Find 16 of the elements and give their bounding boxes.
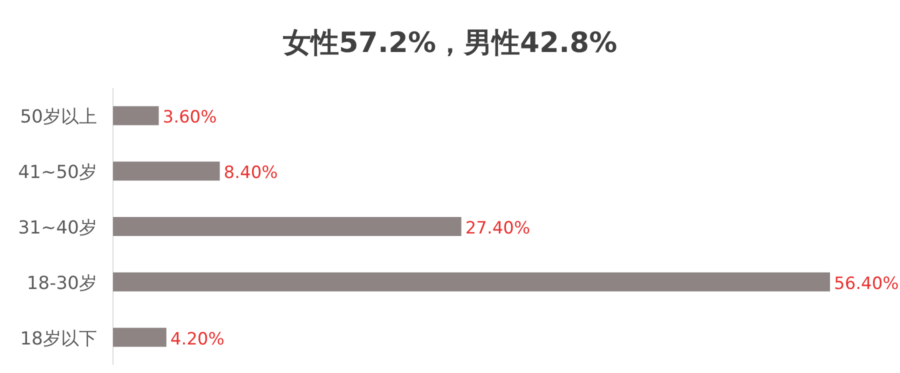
bar: [113, 106, 159, 126]
y-tick-label: 31~40岁: [18, 218, 97, 238]
y-tick-label: 50岁以上: [20, 106, 97, 128]
data-label: 3.60%: [162, 108, 217, 128]
data-label: 56.40%: [834, 274, 899, 294]
data-label: 27.40%: [465, 218, 530, 238]
y-tick-label: 18岁以下: [20, 328, 97, 350]
bar: [113, 328, 166, 347]
y-tick-label: 41~50岁: [18, 162, 97, 184]
data-label: 8.40%: [224, 163, 278, 184]
bar: [113, 217, 462, 236]
data-label: 4.20%: [170, 329, 224, 350]
y-tick-label: 18-30岁: [26, 272, 97, 294]
chart-title: 女性57.2%，男性42.8%: [282, 26, 618, 59]
bar: [113, 162, 220, 181]
bar: [113, 272, 830, 292]
